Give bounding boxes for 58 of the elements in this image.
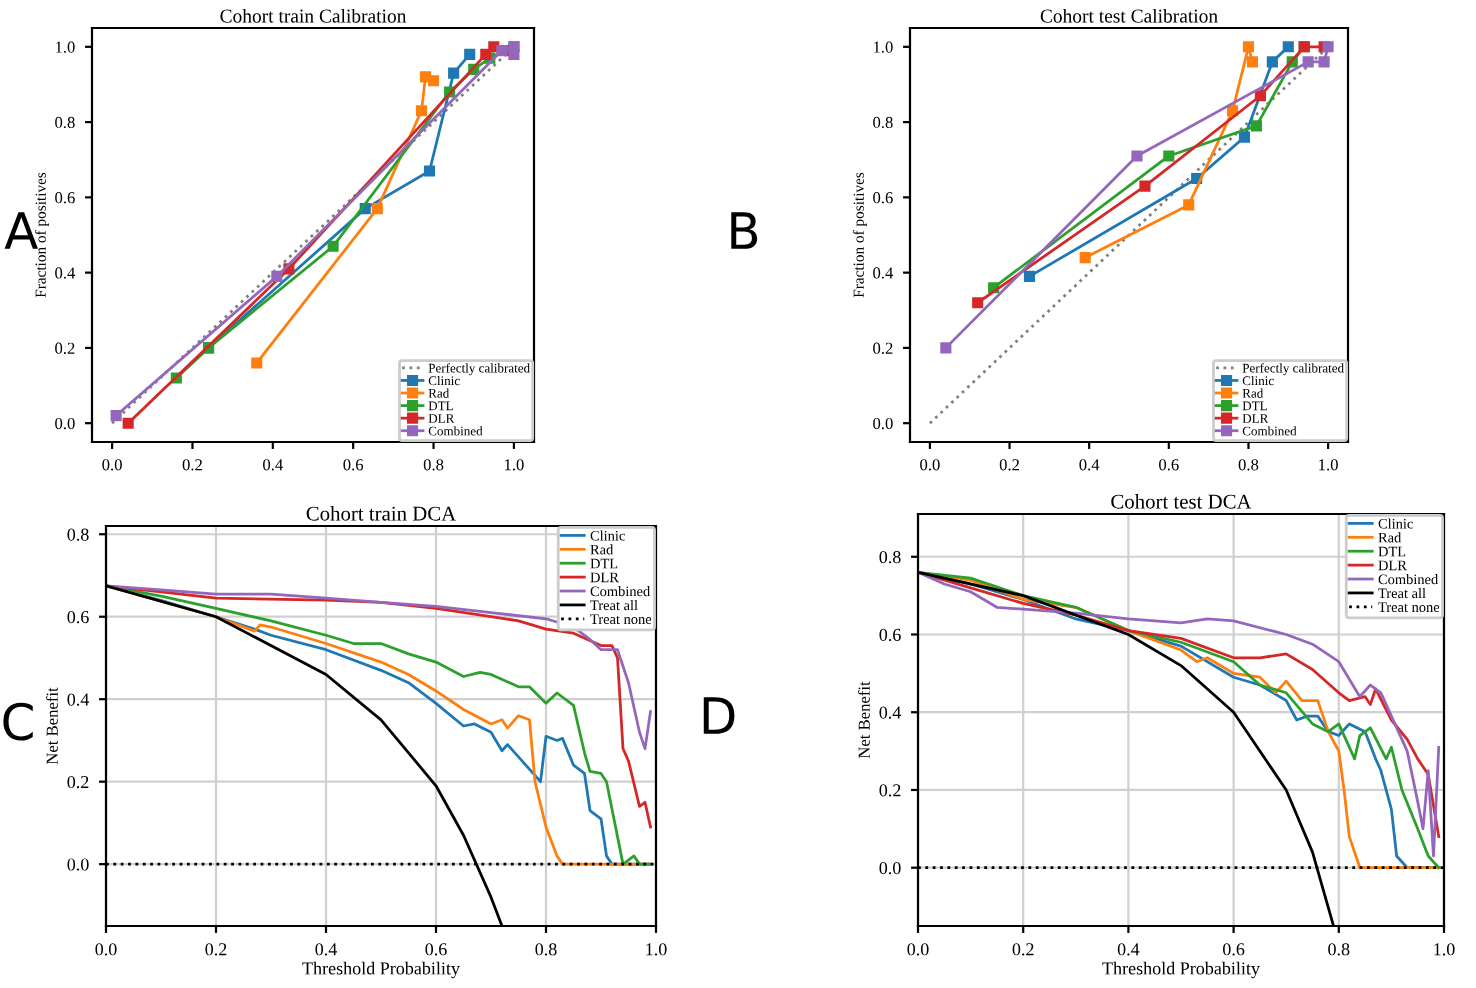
y-tick-label: 0.8 [67, 528, 89, 541]
x-tick-label: 0.0 [95, 943, 117, 956]
x-tick-label: 0.0 [920, 459, 940, 471]
x-tick-label: 0.4 [1079, 459, 1100, 471]
y-tick-label: 0.2 [879, 784, 901, 797]
x-tick-label: 0.6 [1159, 459, 1179, 471]
chart-title: Cohort train DCA [306, 505, 457, 521]
x-tick-label: 1.0 [646, 943, 667, 956]
x-tick-label: 0.6 [343, 459, 364, 471]
y-tick-label: 0.6 [879, 628, 901, 642]
x-tick-label: 0.8 [423, 459, 444, 471]
y-tick-label: 0.6 [67, 610, 89, 624]
x-tick-label: 0.2 [182, 459, 202, 471]
x-tick-label: 0.2 [999, 459, 1020, 471]
y-axis-title: Net Benefit [857, 681, 870, 759]
y-tick-label: 0.0 [873, 417, 893, 430]
x-tick-label: 0.8 [1328, 943, 1350, 956]
x-axis-title: Threshold Probability [1102, 961, 1260, 979]
x-tick-label: 0.6 [1223, 943, 1245, 956]
y-tick-label: 1.0 [873, 41, 893, 53]
text: B [731, 212, 758, 249]
y-tick-label: 0.4 [879, 706, 902, 719]
y-tick-label: 0.2 [67, 775, 89, 789]
x-tick-label: 0.0 [907, 943, 929, 956]
x-tick-label: 0.0 [102, 459, 122, 471]
y-tick-label: 0.0 [67, 858, 89, 871]
chart-title: Cohort train Calibration [220, 8, 407, 23]
x-tick-label: 0.4 [315, 943, 337, 956]
x-tick-label: 0.2 [205, 943, 227, 956]
y-tick-label: 0.0 [55, 417, 75, 430]
x-tick-label: 0.4 [1117, 943, 1140, 956]
y-tick-label: 0.6 [55, 192, 75, 204]
y-tick-label: 0.2 [873, 342, 893, 354]
chart-title: Cohort test DCA [1111, 493, 1252, 509]
y-tick-label: 0.4 [55, 267, 76, 279]
x-tick-label: 1.0 [1434, 943, 1455, 956]
text: D [703, 697, 735, 734]
x-tick-label: 1.0 [504, 459, 524, 471]
text: C [3, 702, 33, 741]
x-axis-title: Threshold Probability [302, 961, 460, 979]
x-tick-label: 1.0 [1319, 459, 1338, 471]
x-tick-label: 0.6 [425, 943, 447, 956]
x-tick-label: 0.8 [1238, 459, 1259, 471]
x-tick-label: 0.8 [535, 943, 557, 956]
y-tick-label: 0.0 [879, 861, 901, 875]
y-tick-label: 0.8 [873, 116, 893, 129]
x-tick-label: 0.2 [1012, 943, 1034, 956]
y-tick-label: 1.0 [55, 41, 75, 53]
y-tick-label: 0.2 [55, 342, 75, 354]
chart-title: Cohort test Calibration [1040, 8, 1218, 23]
text: A [4, 212, 38, 249]
y-tick-label: 0.6 [873, 192, 893, 204]
x-tick-label: 0.4 [263, 459, 283, 471]
y-axis-title: Net Benefit [45, 687, 58, 765]
y-tick-label: 0.8 [55, 116, 75, 129]
y-tick-label: 0.4 [873, 267, 894, 279]
y-tick-label: 0.8 [879, 551, 901, 564]
y-tick-label: 0.4 [67, 693, 90, 706]
